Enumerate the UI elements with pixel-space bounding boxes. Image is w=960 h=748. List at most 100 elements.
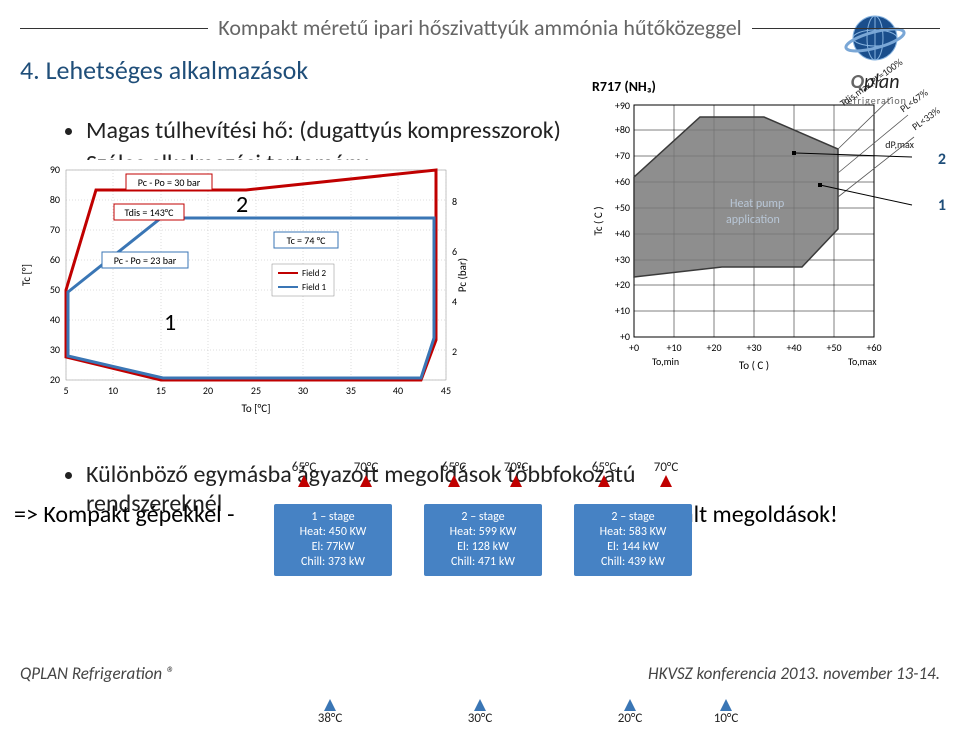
- svg-text:+10: +10: [666, 341, 681, 354]
- legend: Field 2 Field 1: [272, 264, 334, 296]
- arrow-up-icon: [474, 699, 486, 711]
- footer: QPLAN Refrigeration ® HKVSZ konferencia …: [20, 663, 940, 684]
- svg-text:50: 50: [50, 283, 60, 296]
- svg-text:+20: +20: [615, 278, 630, 291]
- svg-text:35: 35: [346, 384, 356, 397]
- y-ticks: 20 30 40 50 60 70 80 90: [50, 163, 60, 386]
- svg-text:80: 80: [50, 193, 60, 206]
- arrow-up-icon: [510, 475, 522, 487]
- svg-text:Tc = 74 °C: Tc = 74 °C: [287, 234, 327, 247]
- svg-text:+70: +70: [615, 149, 630, 162]
- svg-text:10: 10: [108, 384, 118, 397]
- arrow-up-icon: [660, 475, 672, 487]
- temp-top: 65°C: [424, 460, 484, 487]
- y-axis-label-right: Tc ( C ): [592, 206, 605, 235]
- svg-text:Field 2: Field 2: [302, 268, 327, 279]
- svg-text:30: 30: [298, 384, 308, 397]
- temp-top: 70°C: [636, 460, 696, 487]
- field-2-label: 2: [236, 190, 248, 219]
- svg-text:+0: +0: [629, 341, 639, 354]
- temp-bottom: 20°C: [600, 699, 660, 726]
- annot-pcpo30: Pc - Po = 30 bar: [126, 174, 212, 190]
- svg-text:+20: +20: [706, 341, 721, 354]
- svg-text:40: 40: [50, 313, 60, 326]
- arrow-up-icon: [598, 475, 610, 487]
- temp-top: 70°C: [336, 460, 396, 487]
- svg-text:+30: +30: [615, 253, 630, 266]
- stage-box: 2 – stageHeat: 583 KWEl: 144 kWChill: 43…: [574, 504, 692, 576]
- temp-top: 65°C: [574, 460, 634, 487]
- stage-box: 2 – stageHeat: 599 KWEl: 128 kWChill: 47…: [424, 504, 542, 576]
- svg-text:Field 1: Field 1: [302, 282, 327, 293]
- svg-text:Pc - Po = 23 bar: Pc - Po = 23 bar: [114, 254, 177, 267]
- annot-pcpo23: Pc - Po = 23 bar: [102, 252, 188, 268]
- x-axis-label: To [°C]: [241, 402, 270, 415]
- section-heading: 4. Lehetséges alkalmazások: [20, 54, 308, 86]
- svg-text:+50: +50: [615, 201, 630, 214]
- svg-text:40: 40: [393, 384, 403, 397]
- svg-text:5: 5: [63, 384, 68, 397]
- footer-left: QPLAN Refrigeration ®: [20, 663, 175, 684]
- stages-diagram: 65°C 70°C 65°C 70°C 65°C 70°C 1 – stageH…: [256, 460, 736, 690]
- svg-text:2: 2: [452, 345, 457, 358]
- y2-axis-label: Pc (bar): [456, 258, 469, 292]
- temp-top: 70°C: [486, 460, 546, 487]
- svg-text:+10: +10: [615, 304, 630, 317]
- svg-text:+40: +40: [786, 341, 801, 354]
- env-label-1: 1: [938, 196, 946, 215]
- y-ticks-right: +0+10+20 +30+40+50 +60+70+80+90: [615, 99, 630, 343]
- svg-text:+60: +60: [866, 341, 881, 354]
- dp-max-label: dP,max: [885, 138, 914, 151]
- footer-right: HKVSZ konferencia 2013. november 13-14.: [648, 663, 940, 684]
- temp-top: 65°C: [274, 460, 334, 487]
- bullet-item: Magas túlhevítési hő: (dugattyús kompres…: [86, 116, 561, 145]
- y-axis-label: Tc [°]: [20, 264, 33, 286]
- svg-text:+50: +50: [826, 341, 841, 354]
- hp-text-1: Heat pump: [730, 197, 784, 211]
- chart-right-title: R717 (NH₃): [592, 78, 952, 95]
- svg-text:+30: +30: [746, 341, 761, 354]
- temp-bottom: 30°C: [450, 699, 510, 726]
- chart-right: R717 (NH₃): [592, 78, 952, 378]
- annot-tdis: Tdis = 143°C: [114, 204, 184, 220]
- x-ticks-right: +0 +10 +20 +30 +40 +50 +60: [629, 341, 882, 354]
- field-1-label: 1: [164, 308, 176, 337]
- arrow-up-icon: [448, 475, 460, 487]
- temp-bottom: 10°C: [696, 699, 756, 726]
- x-ticks: 5 10 15 20 25 30 35 40 45: [63, 384, 451, 397]
- arrow-up-icon: [720, 699, 732, 711]
- svg-text:+40: +40: [615, 227, 630, 240]
- arrow-up-icon: [324, 699, 336, 711]
- to-max-label: To,max: [848, 355, 877, 368]
- svg-text:45: 45: [441, 384, 451, 397]
- x-axis-label-right: To ( C ): [739, 359, 769, 372]
- svg-text:30: 30: [50, 343, 60, 356]
- svg-text:20: 20: [203, 384, 213, 397]
- svg-text:15: 15: [156, 384, 166, 397]
- svg-text:6: 6: [452, 245, 457, 258]
- svg-text:+90: +90: [615, 99, 630, 112]
- svg-text:Tdis = 143°C: Tdis = 143°C: [124, 206, 174, 219]
- stage-box: 1 – stageHeat: 450 KWEl: 77kWChill: 373 …: [274, 504, 392, 576]
- arrow-up-icon: [298, 475, 310, 487]
- svg-text:20: 20: [50, 373, 60, 386]
- to-min-label: To,min: [652, 355, 679, 368]
- page-title: Kompakt méretű ipari hőszivattyúk ammóni…: [208, 14, 751, 41]
- conclusion-prefix: => Kompakt gépekkel -: [14, 500, 234, 529]
- svg-text:70: 70: [50, 223, 60, 236]
- svg-text:90: 90: [50, 163, 60, 176]
- svg-text:25: 25: [251, 384, 261, 397]
- annot-tc74: Tc = 74 °C: [274, 232, 338, 248]
- temp-bottom: 38°C: [300, 699, 360, 726]
- arrow-up-icon: [360, 475, 372, 487]
- env-label-2: 2: [938, 150, 946, 169]
- svg-text:4: 4: [452, 295, 457, 308]
- svg-text:Pc - Po = 30 bar: Pc - Po = 30 bar: [138, 176, 201, 189]
- svg-text:8: 8: [452, 195, 457, 208]
- svg-text:60: 60: [50, 253, 60, 266]
- hp-text-2: application: [726, 213, 780, 227]
- svg-text:+80: +80: [615, 123, 630, 136]
- arrow-up-icon: [624, 699, 636, 711]
- chart-left: 5 10 15 20 25 30 35 40 45 20 30 40 50 60 70 80 90 2…: [16, 160, 476, 420]
- svg-text:+60: +60: [615, 175, 630, 188]
